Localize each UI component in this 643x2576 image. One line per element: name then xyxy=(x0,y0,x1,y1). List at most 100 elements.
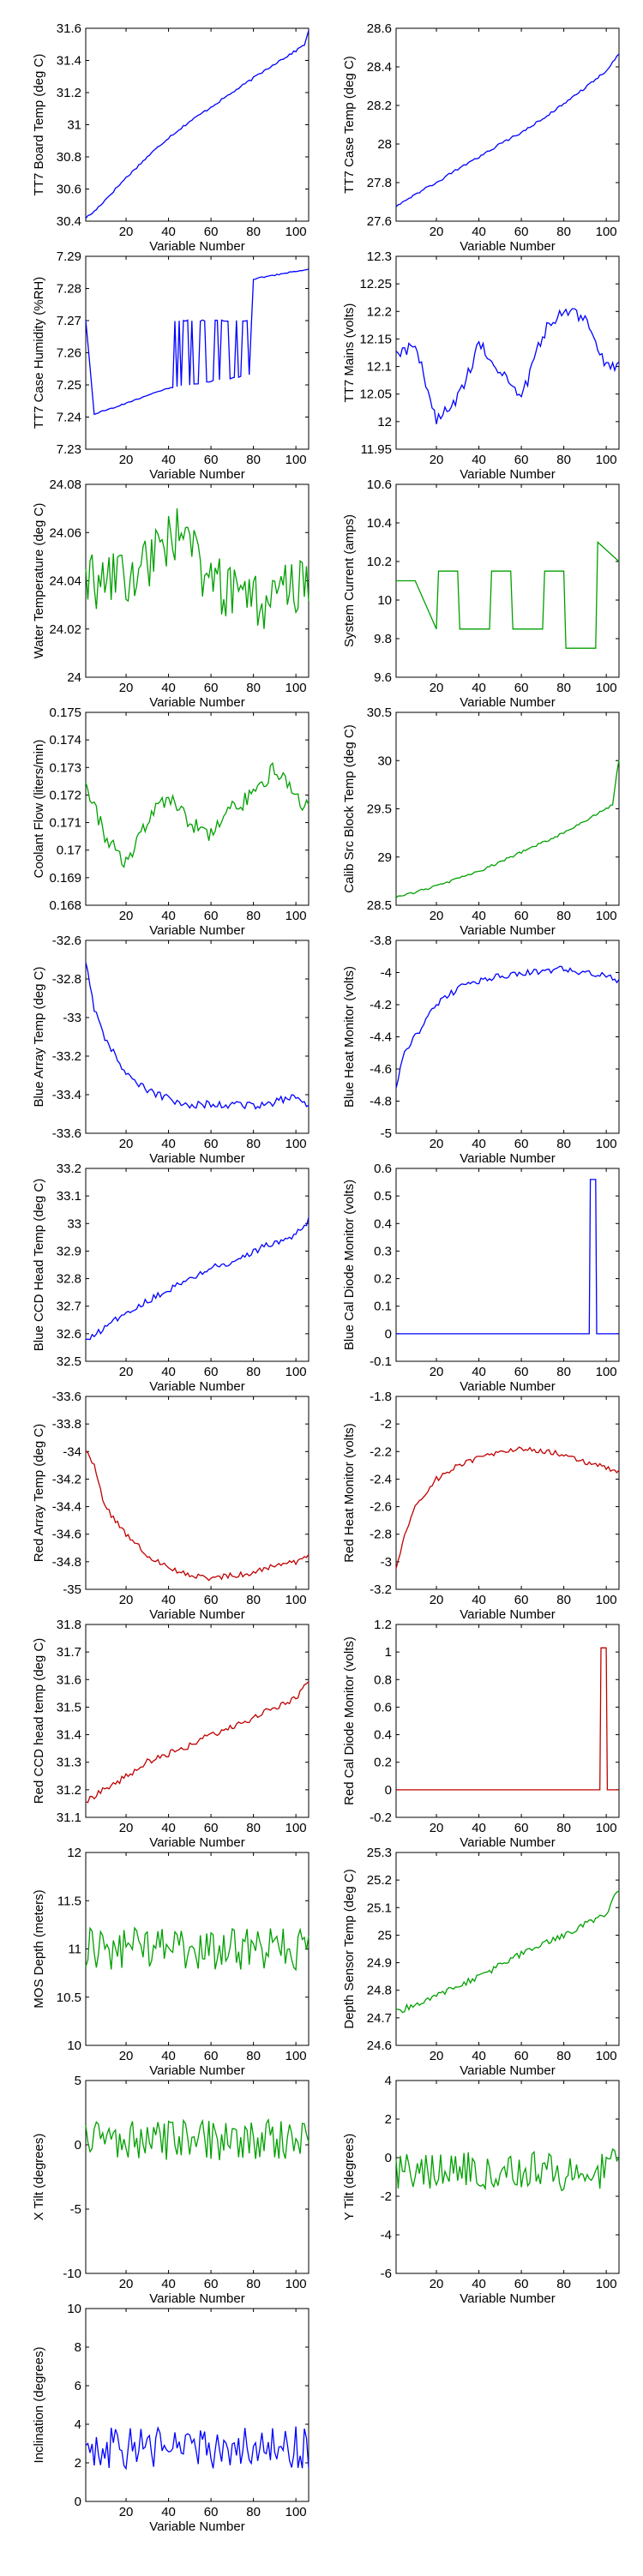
y-axis-label: Red Heat Monitor (volts) xyxy=(342,1423,357,1563)
y-axis-label: Blue Heat Monitor (volts) xyxy=(342,966,357,1108)
plot-frame xyxy=(395,255,620,450)
y-tick-label: 9.6 xyxy=(374,670,392,685)
y-tick-label: 10 xyxy=(67,2302,81,2316)
y-axis-label: TT7 Case Humidity (%RH) xyxy=(32,277,46,429)
chart-8: 20 40 60 80 100 28.5 29 29.5 30 30.5 Variable Numb… xyxy=(342,706,620,938)
y-tick-label: 31.2 xyxy=(57,86,81,100)
series-line xyxy=(85,2426,309,2471)
y-tick-label: 30 xyxy=(377,754,392,768)
x-tick-label: 40 xyxy=(472,681,486,695)
x-tick-label: 20 xyxy=(430,2049,444,2063)
y-tick-label: -35 xyxy=(63,1582,81,1597)
y-tick-label: 31 xyxy=(67,118,81,133)
y-tick-label: 28.2 xyxy=(367,99,392,113)
x-tick-label: 20 xyxy=(119,1365,134,1379)
x-tick-label: 40 xyxy=(472,453,486,467)
x-axis-label: Variable Number xyxy=(460,2291,555,2306)
y-tick-label: 0.6 xyxy=(374,1700,392,1714)
y-tick-label: 33.1 xyxy=(57,1189,81,1204)
y-tick-label: 0 xyxy=(385,2151,392,2165)
y-tick-label: 31.5 xyxy=(57,1700,81,1714)
plot-frame xyxy=(395,712,620,906)
y-tick-label: 2 xyxy=(75,2456,81,2471)
chart-14: 20 40 60 80 100 -1.8 -2 -2.2 -2.4 -2.6 -2.8 -3 -3.2 V… xyxy=(342,1390,620,1622)
x-tick-label: 80 xyxy=(556,909,571,923)
y-tick-label: 0.169 xyxy=(49,871,81,886)
x-tick-label: 60 xyxy=(204,453,219,467)
x-axis-label: Variable Number xyxy=(460,923,555,938)
y-tick-label: 24.6 xyxy=(367,2039,392,2053)
x-tick-label: 40 xyxy=(472,2049,486,2063)
x-tick-label: 60 xyxy=(514,2049,529,2063)
x-axis-label: Variable Number xyxy=(149,923,244,938)
x-tick-label: 20 xyxy=(430,453,444,467)
y-axis-label: X Tilt (degrees) xyxy=(32,2134,46,2221)
y-tick-label: 27.8 xyxy=(367,176,392,190)
y-tick-label: -0.2 xyxy=(370,1810,392,1825)
x-tick-label: 40 xyxy=(472,1593,486,1607)
series-line xyxy=(396,1647,619,1791)
series-line xyxy=(85,1450,309,1582)
x-axis-label: Variable Number xyxy=(149,1151,244,1166)
y-tick-label: -5 xyxy=(70,2202,81,2217)
y-tick-label: 0.175 xyxy=(49,706,81,720)
y-tick-label: 31.4 xyxy=(57,54,81,69)
series-line xyxy=(395,53,620,207)
x-axis-label: Variable Number xyxy=(460,467,555,482)
x-tick-label: 20 xyxy=(119,1593,134,1607)
y-tick-label: 29.5 xyxy=(367,802,392,817)
y-tick-label: 32.5 xyxy=(57,1354,81,1369)
y-tick-label: -4.6 xyxy=(370,1062,392,1077)
y-tick-label: 0.3 xyxy=(374,1244,392,1258)
y-tick-label: 0.4 xyxy=(374,1216,392,1231)
y-tick-label: 0 xyxy=(385,1783,392,1798)
x-tick-label: 80 xyxy=(556,453,571,467)
x-tick-label: 20 xyxy=(119,909,134,923)
y-tick-label: 24 xyxy=(67,670,81,685)
y-tick-label: 0.2 xyxy=(374,1272,392,1287)
y-tick-label: 0.6 xyxy=(374,1162,392,1176)
y-axis-label: Red CCD head temp (deg C) xyxy=(32,1638,46,1804)
x-tick-label: 20 xyxy=(119,2277,134,2291)
x-tick-label: 60 xyxy=(514,1593,529,1607)
y-tick-label: 10.4 xyxy=(367,516,392,531)
x-tick-label: 20 xyxy=(119,453,134,467)
plot-frame xyxy=(85,940,309,1134)
y-tick-label: 11 xyxy=(68,1943,81,1957)
y-axis-label: TT7 Board Temp (deg C) xyxy=(32,54,46,196)
y-tick-label: 31.8 xyxy=(57,1618,81,1632)
x-tick-label: 20 xyxy=(119,1137,134,1151)
x-tick-label: 80 xyxy=(246,1137,261,1151)
y-tick-label: -33.8 xyxy=(52,1417,81,1432)
x-tick-label: 100 xyxy=(285,681,307,695)
chart-9: 20 40 60 80 100 -32.6 -32.8 -33 -33.2 -33.4 -33.6 V… xyxy=(32,934,309,1166)
x-tick-label: 60 xyxy=(514,2277,529,2291)
y-tick-label: -5 xyxy=(381,1126,392,1141)
plot-frame xyxy=(85,2308,309,2502)
y-tick-label: 12.2 xyxy=(367,304,392,319)
y-tick-label: 31.4 xyxy=(57,1728,81,1743)
series-line xyxy=(85,761,309,868)
plot-frame xyxy=(85,2080,309,2274)
plot-frame xyxy=(85,1168,309,1362)
x-tick-label: 40 xyxy=(161,681,176,695)
y-tick-label: 4 xyxy=(385,2074,392,2088)
x-axis-label: Variable Number xyxy=(460,695,555,710)
x-tick-label: 80 xyxy=(556,2277,571,2291)
x-tick-label: 80 xyxy=(246,681,261,695)
x-tick-label: 100 xyxy=(596,1365,617,1379)
x-tick-label: 100 xyxy=(596,2277,617,2291)
y-tick-label: 10 xyxy=(377,593,392,608)
y-tick-label: 31.6 xyxy=(57,21,81,36)
x-tick-label: 60 xyxy=(514,1821,529,1835)
series-line xyxy=(85,1217,309,1341)
y-tick-label: 6 xyxy=(75,2379,81,2393)
chart-18: 20 40 60 80 100 24.6 24.7 24.8 24.9 25 25.1 25.2 25.… xyxy=(342,1846,620,2078)
x-tick-label: 40 xyxy=(472,2277,486,2291)
y-tick-label: 2 xyxy=(385,2112,392,2127)
y-tick-label: -34.2 xyxy=(52,1472,81,1486)
y-tick-label: 7.25 xyxy=(57,378,81,393)
y-tick-label: -3 xyxy=(381,1555,392,1570)
y-tick-label: 25.2 xyxy=(367,1873,392,1888)
x-tick-label: 60 xyxy=(204,909,219,923)
